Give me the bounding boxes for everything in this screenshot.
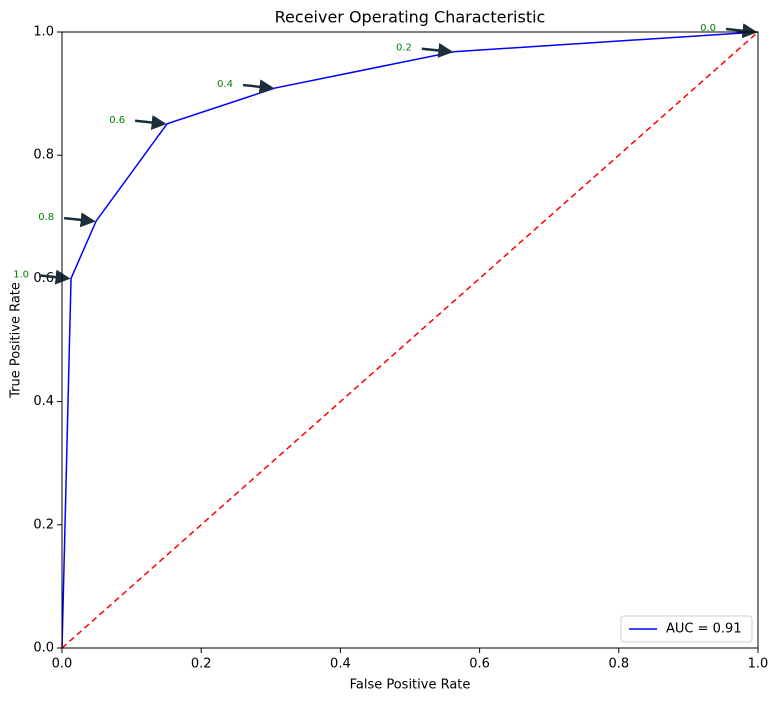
annotation-arrow — [242, 79, 275, 95]
roc-line — [61, 31, 759, 649]
y-tick-label: 0.2 — [33, 517, 54, 532]
legend-box — [620, 615, 753, 643]
x-tick-label: 0.6 — [469, 657, 490, 672]
annotation-label: 0.6 — [109, 115, 125, 126]
chart-title: Receiver Operating Characteristic — [275, 8, 546, 27]
x-tick-label: 1.0 — [748, 657, 769, 672]
annotation-arrow — [38, 269, 71, 285]
x-tick-label: 0.0 — [52, 657, 73, 672]
annotation-arrow — [134, 115, 167, 130]
x-axis-label: False Positive Rate — [350, 678, 471, 693]
y-axis-label: True Positive Rate — [9, 282, 24, 399]
diagonal-line — [61, 31, 759, 649]
annotation-label: 0.4 — [217, 79, 233, 90]
y-tick-label: 0.8 — [33, 148, 54, 163]
x-tick-label: 0.4 — [330, 657, 351, 672]
annotation-label: 1.0 — [13, 269, 29, 280]
annotation-label: 0.0 — [700, 23, 716, 34]
annotation-arrow — [63, 212, 96, 228]
plot-frame — [61, 31, 759, 649]
annotation-arrow — [421, 42, 454, 58]
annotation-label: 0.2 — [396, 43, 412, 54]
y-tick-label: 0.0 — [33, 641, 54, 656]
y-tick-label: 0.6 — [33, 271, 54, 286]
y-tick-label: 1.0 — [33, 25, 54, 40]
x-tick-label: 0.2 — [191, 657, 212, 672]
legend-label: AUC = 0.91 — [666, 622, 742, 637]
y-tick-label: 0.4 — [33, 394, 54, 409]
annotation-label: 0.8 — [38, 212, 54, 223]
x-tick-label: 0.8 — [608, 657, 629, 672]
